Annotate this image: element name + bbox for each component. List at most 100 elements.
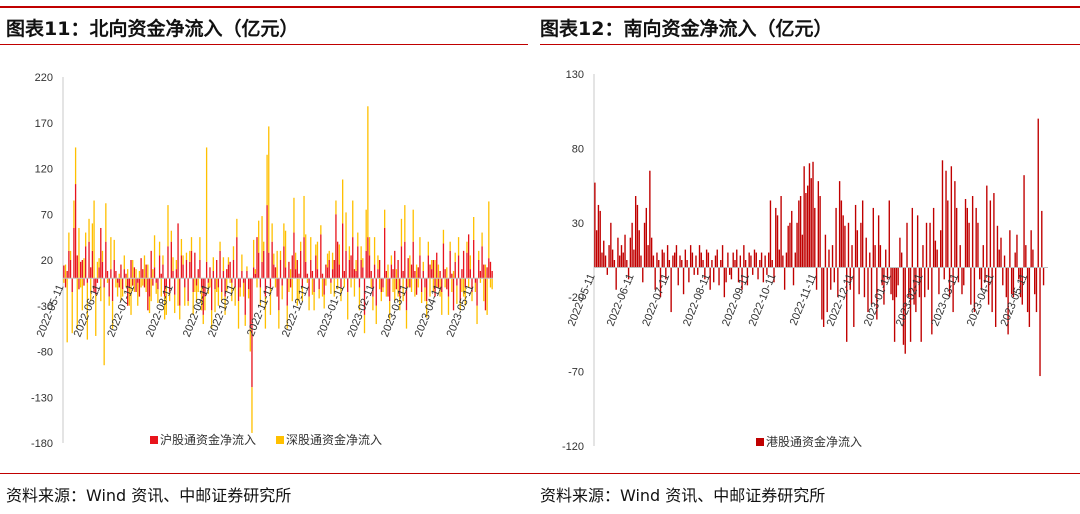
bar-southbound [872, 207, 874, 268]
bar-shenzhen-connect [412, 209, 414, 242]
bar-shenzhen-connect [221, 292, 223, 302]
bar-shanghai-connect [284, 267, 287, 279]
bar-shanghai-connect [103, 278, 105, 288]
bar-shenzhen-connect [140, 278, 142, 288]
bar-southbound [647, 245, 649, 268]
bar-shanghai-connect [252, 267, 255, 279]
bar-southbound [925, 222, 928, 268]
bar-shenzhen-connect [286, 305, 288, 329]
bar-shanghai-connect [222, 270, 225, 279]
bar-shenzhen-connect [424, 287, 426, 302]
bar-shenzhen-connect [185, 252, 188, 260]
bar-shenzhen-connect [296, 278, 298, 306]
bar-shanghai-connect [163, 278, 166, 297]
bar-shanghai-connect [167, 246, 169, 279]
bar-shanghai-connect [197, 269, 199, 279]
bar-southbound [901, 252, 903, 268]
bar-shenzhen-connect [281, 285, 283, 300]
bar-southbound [805, 193, 807, 268]
bar-southbound [929, 222, 931, 268]
y-tick-label: 130 [566, 69, 584, 81]
bar-southbound [931, 267, 933, 335]
bar-shenzhen-connect [152, 269, 154, 279]
bar-shenzhen-connect [263, 241, 265, 251]
bar-southbound [861, 200, 864, 268]
bar-shenzhen-connect [202, 314, 204, 325]
bar-shenzhen-connect [214, 289, 216, 313]
bar-shanghai-connect [402, 270, 404, 279]
bar-southbound [594, 182, 596, 268]
bar-southbound [824, 234, 827, 268]
bar-southbound [964, 198, 967, 268]
bar-shenzhen-connect [113, 239, 115, 260]
bar-southbound [927, 267, 929, 290]
bar-southbound [957, 267, 960, 283]
bar-shenzhen-connect [169, 292, 171, 302]
y-tick-label: -30 [37, 301, 53, 313]
x-tick-label: 2023-02-11 [345, 283, 377, 339]
bar-southbound [620, 245, 623, 268]
bar-shanghai-connect [432, 260, 435, 279]
bar-shanghai-connect [426, 278, 428, 302]
bar-shanghai-connect [259, 278, 262, 288]
bar-shanghai-connect [462, 250, 465, 279]
bar-southbound [762, 267, 765, 283]
bar-southbound [938, 267, 940, 295]
bar-shenzhen-connect [466, 241, 468, 253]
bar-shanghai-connect [274, 267, 277, 279]
bar-shenzhen-connect [404, 205, 406, 242]
bar-shanghai-connect [90, 267, 92, 279]
bar-shenzhen-connect [326, 253, 329, 268]
bar-shanghai-connect [392, 269, 394, 279]
bar-southbound [847, 222, 850, 268]
bar-southbound [785, 252, 788, 268]
bar-southbound [659, 267, 662, 298]
bar-shenzhen-connect [271, 223, 273, 242]
bar-shenzhen-connect [473, 217, 475, 240]
bar-shanghai-connect [105, 241, 107, 279]
bar-shenzhen-connect [352, 200, 354, 238]
bar-southbound [759, 260, 761, 268]
bar-southbound [736, 249, 738, 268]
bar-shenzhen-connect [362, 258, 364, 268]
bar-shenzhen-connect [182, 255, 184, 265]
bar-southbound [634, 196, 637, 268]
bar-southbound [700, 252, 702, 268]
bar-southbound [787, 225, 789, 268]
bar-shenzhen-connect [479, 278, 482, 283]
bar-southbound [764, 255, 766, 268]
bar-shanghai-connect [446, 278, 448, 290]
bar-shenzhen-connect [241, 254, 243, 271]
bar-shenzhen-connect [165, 287, 167, 315]
bar-southbound [782, 255, 784, 268]
bar-shanghai-connect [326, 267, 329, 279]
bar-southbound [713, 267, 715, 283]
bar-southbound [640, 255, 642, 268]
bar-shanghai-connect [231, 278, 233, 283]
bar-shenzhen-connect [216, 278, 218, 293]
bar-southbound [945, 170, 947, 268]
bar-southbound [755, 252, 757, 268]
bar-shanghai-connect [412, 241, 414, 279]
bar-shanghai-connect [83, 278, 85, 286]
bar-shanghai-connect [357, 246, 359, 279]
left-chart-title: 图表11：北向资金净流入（亿元） [6, 18, 299, 40]
bar-southbound [835, 207, 837, 268]
bar-shanghai-connect [247, 278, 250, 290]
bar-southbound [686, 260, 688, 268]
bar-southbound [993, 193, 995, 268]
bar-southbound [904, 267, 906, 354]
bar-southbound [650, 237, 653, 268]
bar-southbound [906, 222, 908, 268]
bar-shanghai-connect [404, 241, 406, 279]
bar-southbound [821, 267, 823, 320]
x-tick-label: 2023-04-11 [413, 283, 445, 339]
bar-southbound [746, 267, 749, 286]
bar-southbound [737, 267, 740, 283]
bar-southbound [721, 245, 724, 268]
bar-southbound [619, 255, 621, 268]
bar-shenzhen-connect [100, 278, 102, 302]
bar-shenzhen-connect [252, 239, 255, 268]
bar-shenzhen-connect [301, 287, 304, 302]
bar-southbound [668, 260, 671, 268]
